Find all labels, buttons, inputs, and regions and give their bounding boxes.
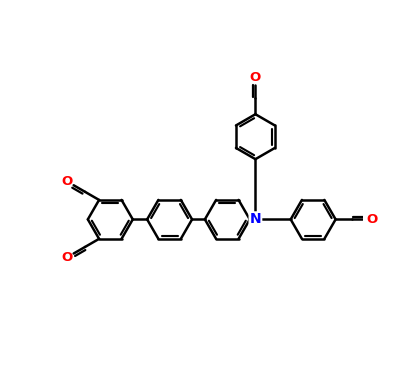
Text: O: O — [250, 71, 261, 84]
Text: N: N — [250, 213, 261, 226]
Text: O: O — [62, 251, 73, 264]
Text: O: O — [366, 213, 378, 226]
Text: O: O — [62, 175, 73, 188]
